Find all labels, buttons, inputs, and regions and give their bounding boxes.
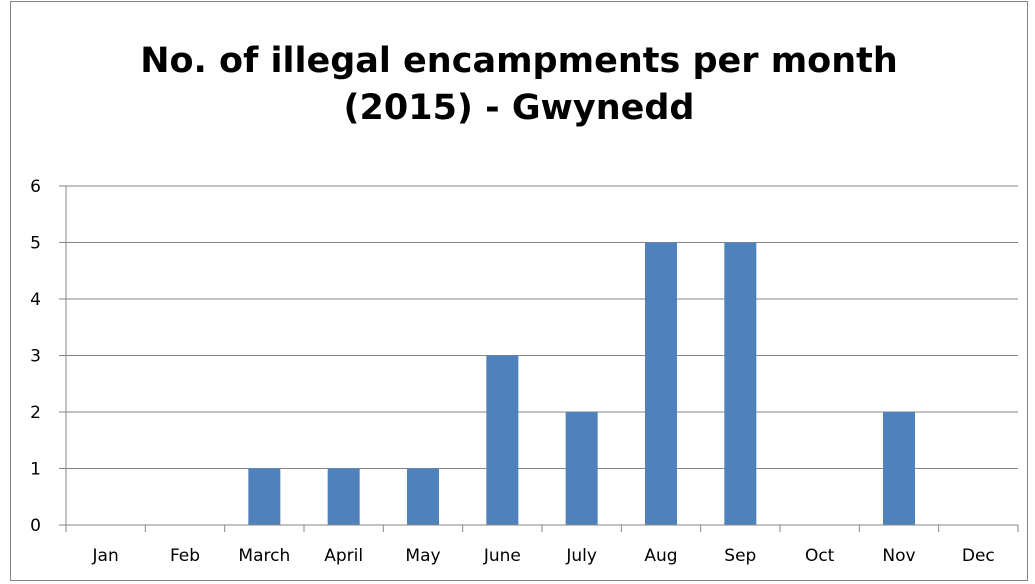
bar-Aug bbox=[645, 242, 677, 525]
bar-April bbox=[327, 468, 360, 525]
gridlines bbox=[59, 185, 1018, 469]
x-tick-label-Oct: Oct bbox=[805, 546, 835, 566]
chart-title: No. of illegal encampments per month (20… bbox=[140, 41, 898, 128]
x-tick-label-Jan: Jan bbox=[92, 546, 119, 566]
x-tick-label-Feb: Feb bbox=[170, 546, 200, 566]
x-tick-label-April: April bbox=[324, 546, 363, 566]
y-tick-label: 3 bbox=[30, 347, 41, 367]
x-tick-label-July: July bbox=[565, 546, 597, 566]
bar-June bbox=[486, 355, 519, 525]
x-tick-label-May: May bbox=[405, 546, 440, 566]
bar-Sep bbox=[724, 242, 757, 525]
y-tick-label: 0 bbox=[30, 516, 41, 536]
y-tick-label: 5 bbox=[30, 234, 41, 254]
x-tick-label-Aug: Aug bbox=[644, 546, 677, 566]
y-axis-tick-labels: 0 1 2 3 4 5 6 bbox=[30, 177, 41, 536]
y-tick-label: 4 bbox=[30, 290, 41, 310]
bar-March bbox=[248, 468, 281, 525]
y-tick-label: 6 bbox=[30, 177, 41, 197]
x-tick-label-Sep: Sep bbox=[724, 546, 756, 566]
bar-July bbox=[565, 412, 598, 525]
y-tick-label: 2 bbox=[30, 403, 41, 423]
bar-May bbox=[407, 468, 439, 525]
x-tick-label-March: March bbox=[238, 546, 290, 566]
x-tick-label-June: June bbox=[483, 546, 521, 566]
bars bbox=[248, 242, 915, 525]
bar-Nov bbox=[883, 412, 915, 525]
x-tick-label-Nov: Nov bbox=[882, 546, 915, 566]
axes bbox=[59, 186, 1019, 532]
x-tick-label-Dec: Dec bbox=[962, 546, 995, 566]
chart-frame: No. of illegal encampments per month (20… bbox=[10, 1, 1028, 581]
y-tick-label: 1 bbox=[30, 460, 41, 480]
x-axis-tick-labels: Jan Feb March April May June July Aug Sep Oct Nov D… bbox=[92, 546, 995, 566]
